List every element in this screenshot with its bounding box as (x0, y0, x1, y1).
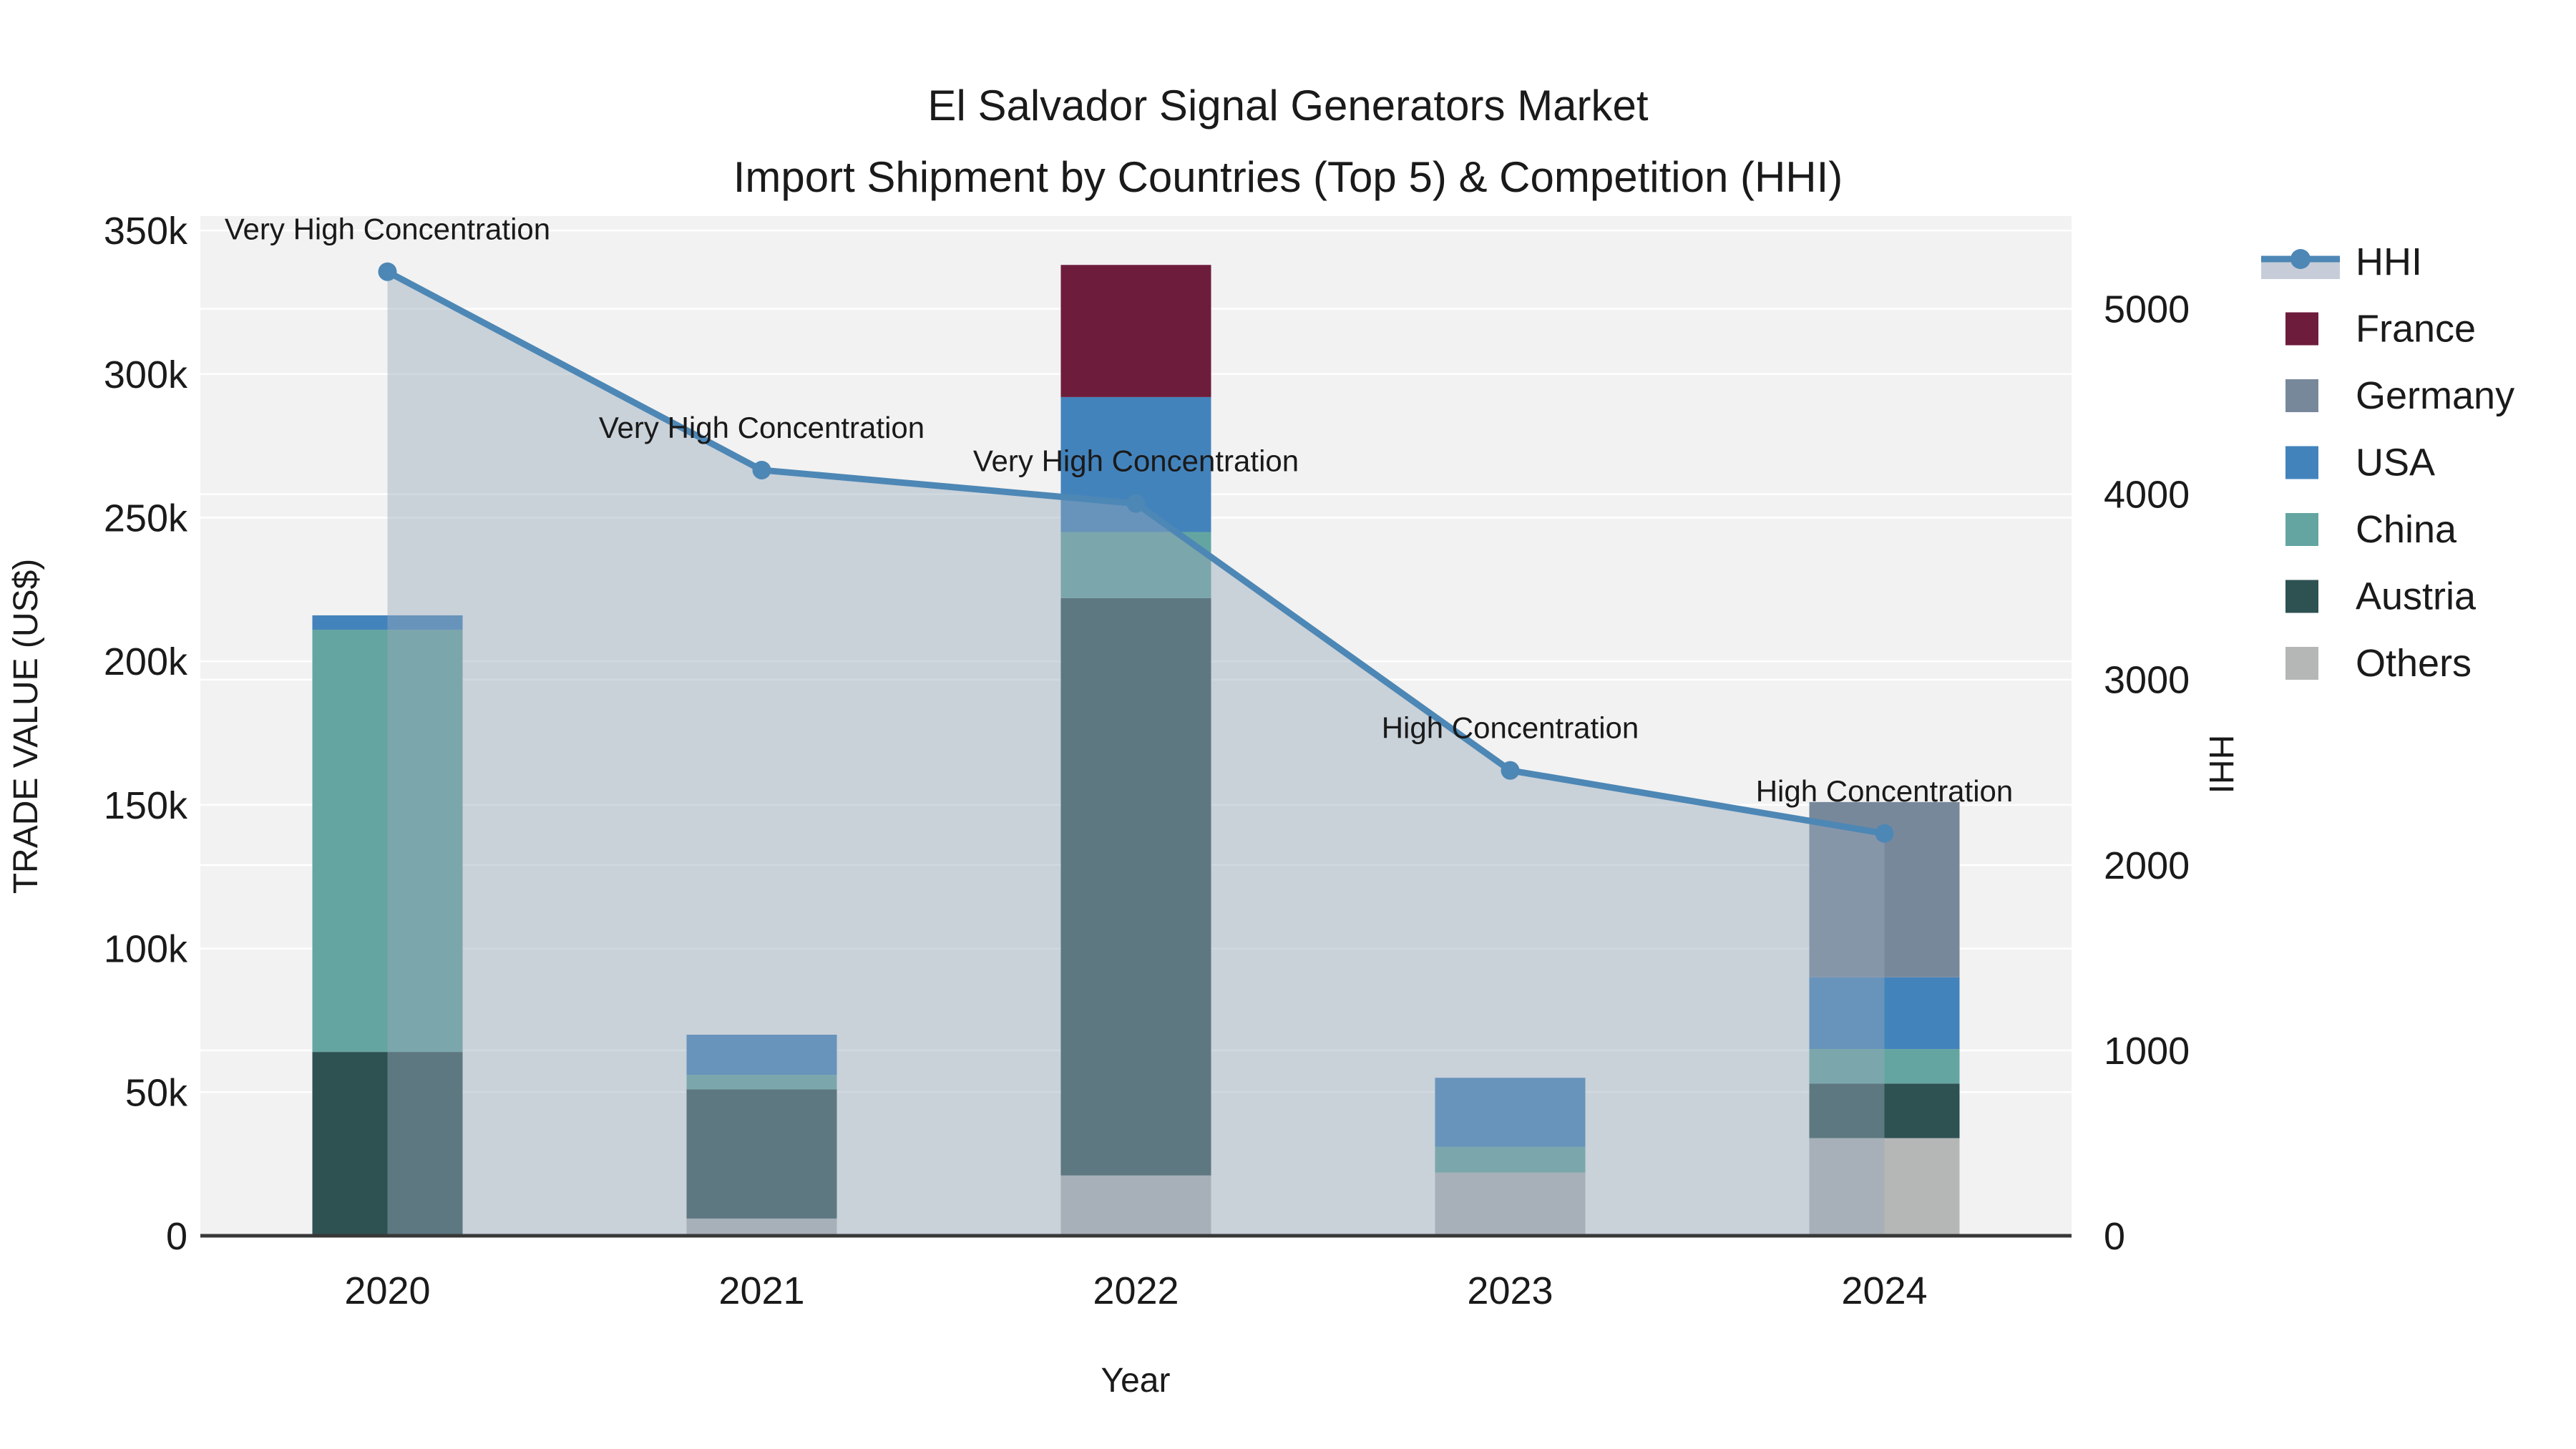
legend-swatch-others (2285, 647, 2318, 680)
bar-segment-china-2020[interactable] (312, 630, 463, 1053)
bar-segment-usa-2023[interactable] (1435, 1078, 1586, 1147)
legend-label-china: China (2356, 508, 2457, 551)
chart-title: El Salvador Signal Generators Market (927, 82, 1648, 130)
hhi-marker-2020[interactable] (378, 262, 397, 281)
bars-group (312, 265, 1960, 1236)
legend-label-austria: Austria (2356, 575, 2477, 618)
bar-segment-others-2024[interactable] (1809, 1138, 1960, 1236)
legend-label-usa: USA (2356, 441, 2435, 484)
legend-label-germany: Germany (2356, 374, 2514, 417)
hhi-marker-2022[interactable] (1126, 494, 1146, 513)
y-left-tick-350k: 350k (104, 210, 188, 253)
legend-swatch-usa (2285, 446, 2318, 479)
bar-segment-usa-2024[interactable] (1809, 977, 1960, 1050)
y-left-tick-200k: 200k (104, 640, 188, 683)
hhi-marker-2021[interactable] (752, 460, 771, 479)
y-right-tick-2000: 2000 (2104, 844, 2190, 887)
y-right-tick-0: 0 (2104, 1215, 2125, 1258)
bar-segment-austria-2024[interactable] (1809, 1083, 1960, 1138)
y-axis-title-left: TRADE VALUE (US$) (7, 559, 45, 894)
bar-segment-usa-2020[interactable] (312, 615, 463, 630)
bar-segment-china-2024[interactable] (1809, 1049, 1960, 1084)
annotation-2022: Very High Concentration (973, 444, 1299, 478)
bar-segment-usa-2021[interactable] (686, 1035, 837, 1075)
bar-segment-china-2023[interactable] (1435, 1146, 1586, 1173)
legend-item-germany[interactable]: Germany (2285, 374, 2514, 417)
bar-segment-others-2021[interactable] (686, 1218, 837, 1236)
bar-segment-austria-2021[interactable] (686, 1089, 837, 1219)
legend-label-france: France (2356, 308, 2476, 351)
legend-swatch-france (2285, 312, 2318, 346)
bar-segment-china-2021[interactable] (686, 1075, 837, 1090)
annotation-2024: High Concentration (1756, 774, 2014, 808)
y-left-tick-150k: 150k (104, 784, 188, 827)
legend-label-others: Others (2356, 642, 2472, 685)
hhi-marker-2023[interactable] (1501, 761, 1520, 780)
y-left-tick-300k: 300k (104, 353, 188, 396)
annotation-2021: Very High Concentration (599, 411, 924, 444)
y-right-tick-3000: 3000 (2104, 659, 2190, 702)
y-right-tick-4000: 4000 (2104, 474, 2190, 517)
chart-subtitle: Import Shipment by Countries (Top 5) & C… (733, 153, 1843, 201)
y-left-tick-50k: 50k (125, 1071, 188, 1114)
legend-swatch-austria (2285, 580, 2318, 613)
legend-item-others[interactable]: Others (2285, 642, 2472, 685)
legend-group: HHI France Germany USA China Austria Others (2261, 240, 2514, 685)
annotation-2020: Very High Concentration (225, 213, 550, 246)
hhi-marker-2024[interactable] (1875, 824, 1894, 843)
annotations-group: Very High Concentration Very High Concent… (225, 213, 2013, 808)
y-right-tick-5000: 5000 (2104, 288, 2190, 331)
x-tick-2024: 2024 (1841, 1269, 1927, 1312)
hhi-area-fill (387, 271, 1885, 1236)
x-tick-2023: 2023 (1467, 1269, 1553, 1312)
x-tick-2020: 2020 (344, 1269, 430, 1312)
bar-segment-others-2023[interactable] (1435, 1172, 1586, 1236)
legend-item-hhi[interactable]: HHI (2261, 240, 2422, 283)
tick-labels-group: 0 50k 100k 150k 200k 250k 300k 350k 0 1000 2000 300… (104, 210, 2190, 1312)
hhi-area-group (387, 271, 1885, 1236)
y-left-tick-100k: 100k (104, 928, 188, 971)
legend-label-hhi: HHI (2356, 240, 2422, 283)
x-axis-title: Year (1101, 1362, 1171, 1400)
bar-segment-others-2022[interactable] (1060, 1175, 1211, 1236)
bar-segment-austria-2022[interactable] (1060, 597, 1211, 1176)
legend-item-usa[interactable]: USA (2285, 441, 2435, 484)
legend-swatch-china (2285, 513, 2318, 546)
bar-segment-france-2022[interactable] (1060, 265, 1211, 397)
x-tick-2022: 2022 (1093, 1269, 1179, 1312)
y-axis-title-right: HHI (2202, 735, 2240, 794)
hhi-line-group (378, 262, 1894, 843)
legend-swatch-germany (2285, 379, 2318, 412)
legend-item-france[interactable]: France (2285, 308, 2476, 351)
annotation-2023: High Concentration (1382, 711, 1639, 745)
y-left-tick-250k: 250k (104, 497, 188, 540)
legend-hhi-marker-icon (2290, 249, 2311, 269)
bar-segment-austria-2020[interactable] (312, 1052, 463, 1236)
y-left-tick-0: 0 (166, 1215, 187, 1258)
x-tick-2021: 2021 (718, 1269, 804, 1312)
y-right-tick-1000: 1000 (2104, 1030, 2190, 1073)
legend-item-austria[interactable]: Austria (2285, 575, 2477, 618)
legend-item-china[interactable]: China (2285, 508, 2457, 551)
